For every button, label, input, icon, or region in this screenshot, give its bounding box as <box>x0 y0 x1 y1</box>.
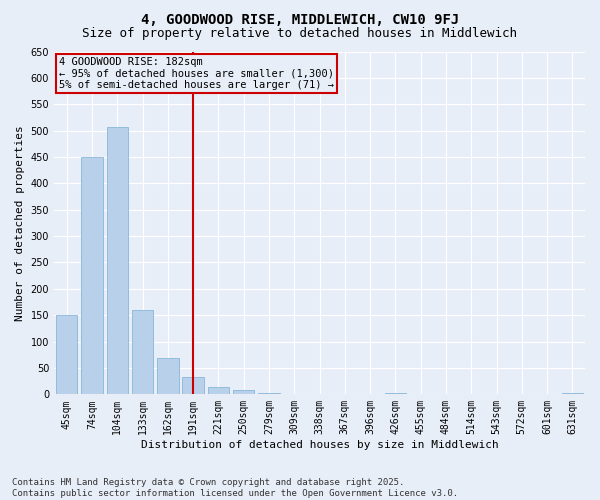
Bar <box>107 127 128 394</box>
Text: Contains HM Land Registry data © Crown copyright and database right 2025.
Contai: Contains HM Land Registry data © Crown c… <box>12 478 458 498</box>
Bar <box>385 393 406 394</box>
X-axis label: Distribution of detached houses by size in Middlewich: Distribution of detached houses by size … <box>140 440 499 450</box>
Bar <box>208 388 229 394</box>
Bar <box>233 390 254 394</box>
Bar <box>258 393 280 394</box>
Text: 4 GOODWOOD RISE: 182sqm
← 95% of detached houses are smaller (1,300)
5% of semi-: 4 GOODWOOD RISE: 182sqm ← 95% of detache… <box>59 56 334 90</box>
Bar <box>562 393 583 394</box>
Bar <box>182 378 204 394</box>
Bar <box>56 315 77 394</box>
Bar <box>157 358 179 394</box>
Bar <box>81 157 103 394</box>
Bar <box>132 310 153 394</box>
Text: 4, GOODWOOD RISE, MIDDLEWICH, CW10 9FJ: 4, GOODWOOD RISE, MIDDLEWICH, CW10 9FJ <box>141 12 459 26</box>
Text: Size of property relative to detached houses in Middlewich: Size of property relative to detached ho… <box>83 28 517 40</box>
Y-axis label: Number of detached properties: Number of detached properties <box>15 125 25 321</box>
